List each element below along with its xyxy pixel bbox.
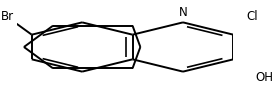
Text: Br: Br — [1, 10, 15, 23]
Text: OH: OH — [255, 71, 273, 84]
Text: Cl: Cl — [246, 10, 258, 23]
Text: N: N — [179, 6, 187, 19]
